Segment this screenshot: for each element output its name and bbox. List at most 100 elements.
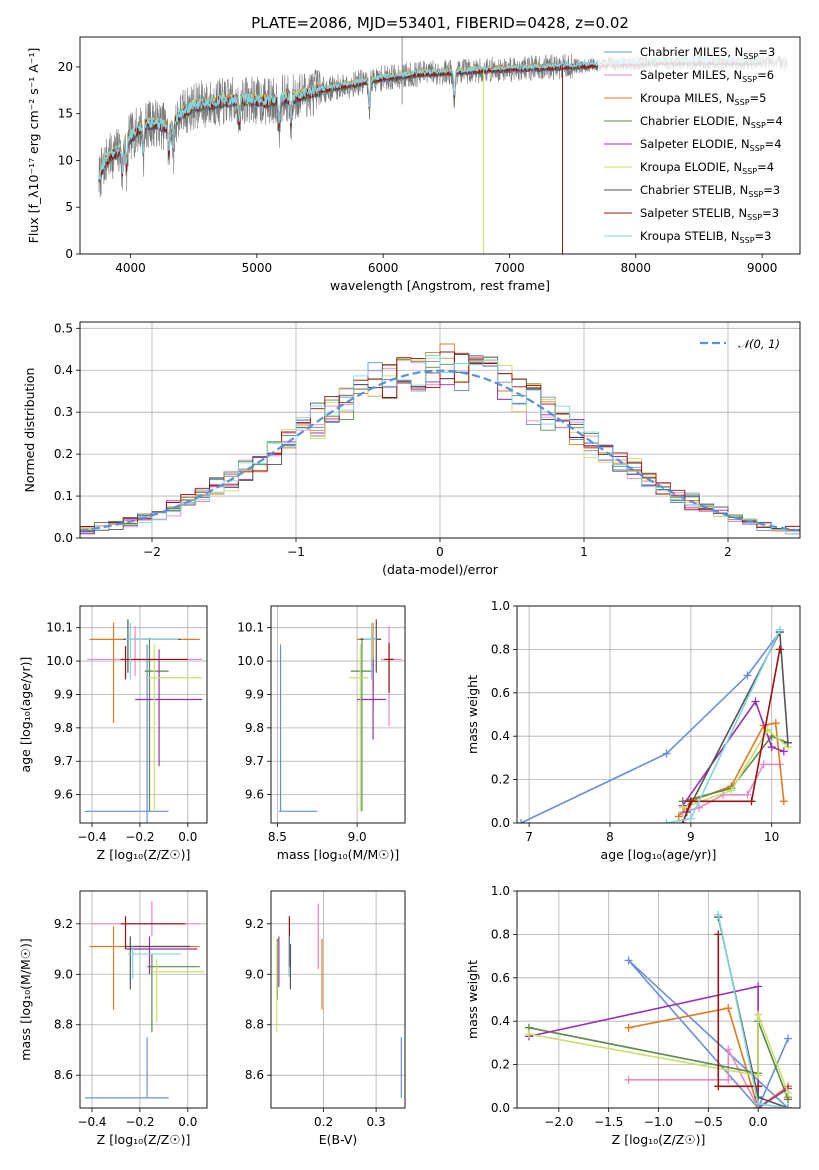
weight-marker <box>743 790 752 799</box>
gridlines <box>80 606 207 823</box>
x-axis-label: Z [log₁₀(Z/Z☉)] <box>97 1132 191 1147</box>
gridlines <box>271 606 405 823</box>
y-tick-label: 9.6 <box>54 788 73 802</box>
x-axis-label: age [log₁₀(age/yr)] <box>601 847 717 862</box>
axes: −2 −1 0 1 2 0.0 0.1 0.2 0.3 0.4 0.5 (data-model)/er… <box>22 321 801 577</box>
errorbar-point <box>381 626 402 727</box>
x-tick-label: −0.4 <box>77 830 106 844</box>
weight-series <box>714 910 793 1108</box>
legend-entry: 𝒩(0, 1) <box>738 337 780 351</box>
x-tick-label: 8 <box>606 830 614 844</box>
weight-marker <box>714 1082 723 1091</box>
axes-frame <box>516 890 801 1109</box>
legend-entry: Chabrier STELIB, NSSP=3 <box>640 183 780 199</box>
legend-entry-count: =3 <box>758 45 775 59</box>
y-tick-label: 9.8 <box>245 721 264 735</box>
gridlines <box>517 605 800 824</box>
x-tick-label: −0.5 <box>694 1115 723 1129</box>
x-tick-label: 9.0 <box>348 830 367 844</box>
axes-frame <box>79 321 801 539</box>
legend-entry: Kroupa STELIB, NSSP=3 <box>640 229 771 245</box>
y-tick-label: 0 <box>65 247 73 261</box>
errorbar-point <box>84 1037 169 1099</box>
residual-histogram <box>80 355 800 535</box>
panel-spectrum: 4000 5000 6000 7000 8000 9000 0 5 10 15 20 waveleng… <box>26 36 801 293</box>
panels-layer: 4000 5000 6000 7000 8000 900005101520waveleng… <box>18 36 801 1147</box>
weight-marker <box>674 812 683 821</box>
weight-line <box>682 728 789 809</box>
y-tick-label: 9.6 <box>245 788 264 802</box>
errorbar-point <box>125 622 179 680</box>
legend-box <box>598 41 798 253</box>
residual-legend: 𝒩(0, 1) <box>700 337 780 351</box>
y-tick-label: 5 <box>65 200 73 214</box>
x-tick-label: 0.3 <box>367 1115 386 1129</box>
axes: −0.4 −0.2 0.0 9.6 9.7 9.8 9.9 10.0 10.1 Z [log₁₀(… <box>18 605 208 862</box>
weight-marker <box>524 1030 533 1039</box>
legend-entry-count: =4 <box>766 114 783 128</box>
y-tick-label: 1.0 <box>491 599 510 613</box>
weight-marker <box>779 747 788 756</box>
legend-entry-count: =5 <box>750 91 767 105</box>
axes: −0.4 −0.2 0.0 8.6 8.8 9.0 9.2 Z [log₁₀(Z/Z☉)] ma… <box>18 890 208 1147</box>
x-axis-label: (data-model)/error <box>382 562 499 577</box>
weight-marker <box>771 719 780 728</box>
weight-marker <box>662 749 671 758</box>
errorbar-point <box>151 959 205 1023</box>
weight-marker <box>754 1099 763 1108</box>
y-tick-label: 9.2 <box>54 917 73 931</box>
legend-entry-sub: SSP <box>742 75 757 84</box>
errorbar-point <box>144 637 169 812</box>
axes: 4000 5000 6000 7000 8000 9000 0 5 10 15 20 waveleng… <box>26 36 801 293</box>
y-tick-label: 0.4 <box>491 1014 510 1028</box>
legend-entry: Kroupa ELODIE, NSSP=4 <box>640 160 774 176</box>
y-tick-label: 9.0 <box>54 967 73 981</box>
x-axis-label: Z [log₁₀(Z/Z☉)] <box>612 1132 706 1147</box>
plot-area <box>517 625 792 823</box>
x-tick-label: 0.0 <box>749 1115 768 1129</box>
x-tick-label: 9 <box>687 830 695 844</box>
y-axis-label: Flux [f_λ10⁻¹⁷ erg cm⁻² s⁻¹ A⁻¹] <box>26 48 41 244</box>
y-tick-label: 9.2 <box>245 917 264 931</box>
y-tick-label: 0.0 <box>491 1101 510 1115</box>
legend-entry-count: =3 <box>763 183 780 197</box>
errorbar-point <box>147 954 200 1033</box>
axes-frame <box>79 605 208 824</box>
y-tick-label: 0.4 <box>491 729 510 743</box>
y-tick-label: 0.8 <box>491 927 510 941</box>
weight-marker <box>686 797 695 806</box>
weight-series <box>524 1010 793 1097</box>
x-tick-label: 8.5 <box>268 830 287 844</box>
x-tick-label: 0 <box>436 545 444 559</box>
y-tick-label: 0.3 <box>54 405 73 419</box>
axes: 0.2 0.3 8.6 8.8 9.0 9.2 E(B-V) <box>245 890 406 1147</box>
weight-marker <box>783 738 792 747</box>
legend-entry-count: =3 <box>755 229 772 243</box>
legend-entry: Salpeter MILES, NSSP=6 <box>640 68 774 84</box>
legend-entry-sub: SSP <box>735 98 750 107</box>
x-tick-label: 7 <box>525 830 533 844</box>
weight-series <box>678 697 788 810</box>
errorbar-point <box>350 637 374 812</box>
panel-residuals: −2 −1 0 1 2 0.0 0.1 0.2 0.3 0.4 0.5 (data-model)/er… <box>22 321 801 577</box>
axes-frame <box>516 605 801 824</box>
y-tick-label: 9.9 <box>54 687 73 701</box>
axes-frame <box>270 605 406 824</box>
axes-frame <box>79 36 801 255</box>
weight-marker <box>662 819 671 823</box>
plot-area <box>84 619 203 823</box>
legend-entry-sub: SSP <box>751 121 766 130</box>
weight-marker <box>624 956 633 965</box>
y-tick-label: 10 <box>58 153 73 167</box>
y-tick-label: 9.7 <box>54 754 73 768</box>
y-tick-label: 10.0 <box>46 654 73 668</box>
errorbar-point <box>91 901 200 937</box>
y-tick-label: 9.8 <box>54 721 73 735</box>
weight-marker <box>754 982 763 991</box>
weight-marker <box>624 1023 633 1032</box>
x-tick-label: 1 <box>580 545 588 559</box>
legend-entry-count: =4 <box>757 160 774 174</box>
y-tick-label: 10.1 <box>237 621 264 635</box>
weight-marker <box>714 910 723 919</box>
x-axis-label: Z [log₁₀(Z/Z☉)] <box>97 847 191 862</box>
